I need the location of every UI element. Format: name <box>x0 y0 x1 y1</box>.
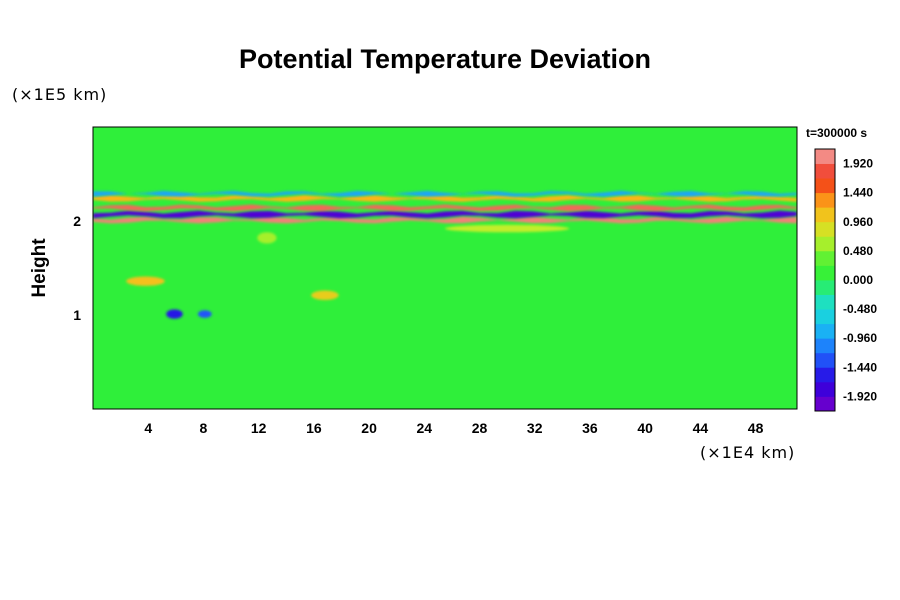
colorbar-segment <box>815 221 835 237</box>
x-tick-label: 36 <box>582 420 598 436</box>
colorbar-tick-label: 0.480 <box>843 244 873 258</box>
colorbar-segment <box>815 236 835 252</box>
colorbar-segment <box>815 338 835 354</box>
colorbar-segment <box>815 280 835 295</box>
colorbar-tick-label: -1.920 <box>843 389 877 403</box>
colorbar-segment <box>815 149 835 164</box>
colorbar-segment <box>815 367 835 383</box>
x-tick-label: 12 <box>251 420 267 436</box>
blob-feature-9 <box>257 232 277 244</box>
blob-feature-6 <box>166 309 183 319</box>
y-axis-unit: (×1E5 km) <box>12 85 108 104</box>
x-tick-label: 24 <box>417 420 433 436</box>
colorbar-segment <box>815 178 835 194</box>
y-tick-label: 1 <box>73 307 81 323</box>
colorbar-segment <box>815 250 835 266</box>
colorbar-segment <box>815 381 835 397</box>
plot-frame <box>92 126 798 410</box>
band-feature-4 <box>93 190 797 197</box>
colorbar: 1.920 1.440 0.960 0.480 0.000 -0.480 -0.960 -1.… <box>814 148 877 412</box>
blob-feature-5 <box>126 276 165 286</box>
plot-area <box>93 127 797 409</box>
colorbar-tick-label: 0.960 <box>843 215 873 229</box>
x-tick-label: 28 <box>472 420 488 436</box>
colorbar-tick-label: 1.920 <box>843 157 873 171</box>
colorbar-frame <box>814 148 836 412</box>
colorbar-segment <box>815 309 835 325</box>
colorbar-segment <box>815 323 835 339</box>
colorbar-segment <box>815 207 835 223</box>
colorbar-segment <box>815 352 835 368</box>
x-tick-label: 20 <box>361 420 377 436</box>
x-tick-label: 44 <box>693 420 709 436</box>
y-axis-ticks: 12 <box>73 213 81 323</box>
x-tick-label: 16 <box>306 420 322 436</box>
colorbar-tick-label: -0.960 <box>843 331 877 345</box>
x-axis-ticks: 4 8 12 16 20 24 28 32 36 40 44 48 <box>144 420 763 436</box>
time-label: t=300000 s <box>806 126 868 140</box>
colorbar-tick-label: -0.480 <box>843 302 877 316</box>
blob-feature-7 <box>197 310 212 318</box>
band-feature-1 <box>93 210 797 219</box>
y-tick-label: 2 <box>73 213 81 229</box>
colorbar-segment <box>815 396 835 412</box>
band-feature-2 <box>93 204 797 212</box>
colorbar-segment <box>815 163 835 179</box>
x-tick-label: 40 <box>637 420 653 436</box>
x-tick-label: 8 <box>200 420 208 436</box>
x-tick-label: 4 <box>144 420 152 436</box>
colorbar-tick-label: -1.440 <box>843 360 877 374</box>
colorbar-segment <box>815 192 835 208</box>
colorbar-segment <box>815 265 835 281</box>
colorbar-tick-label: 1.440 <box>843 186 873 200</box>
band-feature-3 <box>93 195 797 202</box>
colorbar-tick-label: 0.000 <box>843 273 873 287</box>
colorbar-segment <box>815 294 835 310</box>
band-feature-0 <box>93 216 797 224</box>
x-axis-unit: (×1E4 km) <box>700 443 796 462</box>
blob-feature-8 <box>311 290 339 300</box>
field-background <box>93 127 797 409</box>
x-tick-label: 48 <box>748 420 764 436</box>
blob-feature-10 <box>445 224 570 233</box>
x-tick-label: 32 <box>527 420 543 436</box>
chart-title: Potential Temperature Deviation <box>238 44 652 74</box>
